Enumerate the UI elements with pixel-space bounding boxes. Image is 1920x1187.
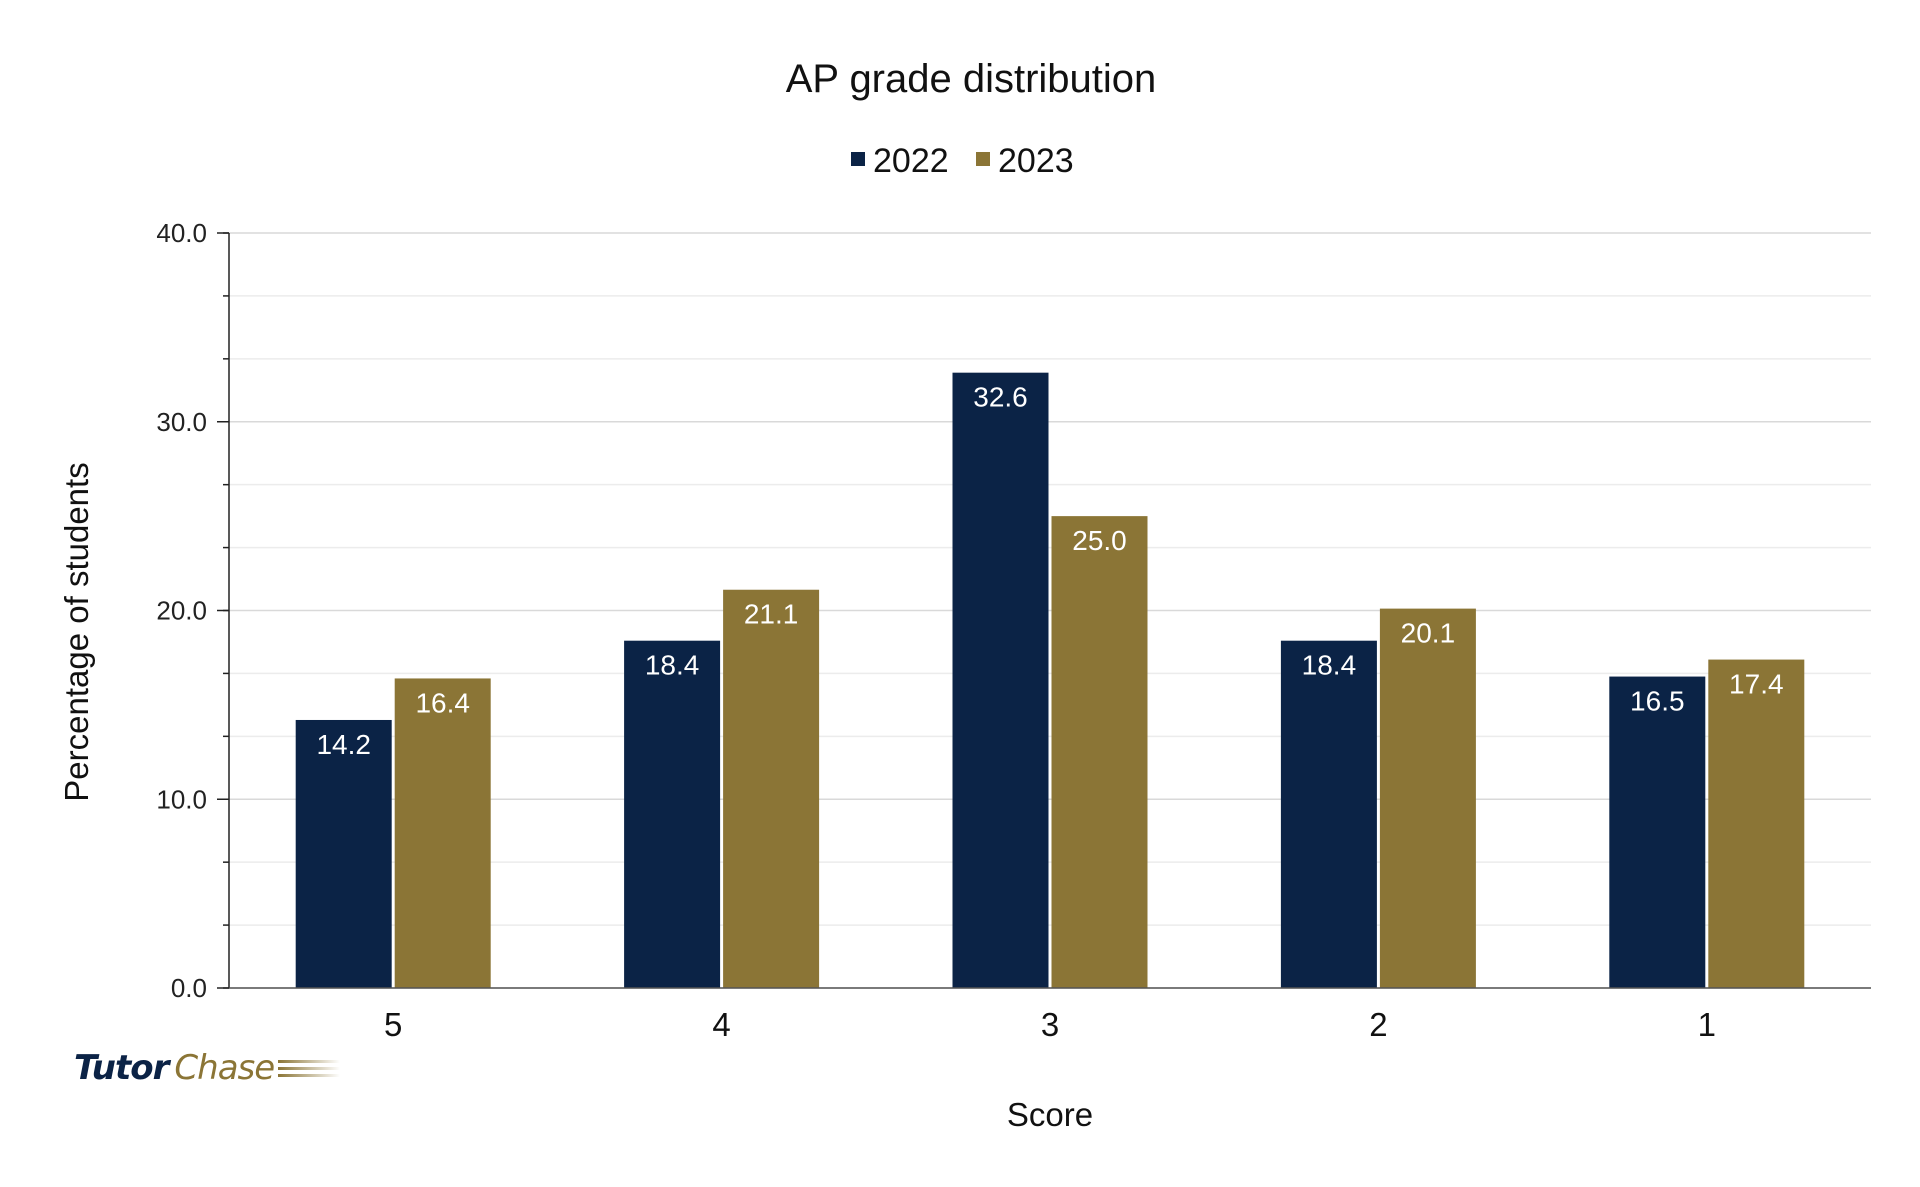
data-label: 18.4 bbox=[1302, 650, 1357, 681]
data-label: 14.2 bbox=[316, 729, 371, 760]
x-tick-label: 4 bbox=[712, 1006, 730, 1043]
logo-text-chase: Chase bbox=[174, 1048, 275, 1088]
legend-label-2022: 2022 bbox=[873, 142, 949, 180]
data-label: 16.4 bbox=[415, 687, 470, 718]
tutorchase-logo: Tutor Chase bbox=[74, 1048, 341, 1088]
bar-2022-3 bbox=[952, 372, 1049, 988]
x-tick-label: 5 bbox=[384, 1006, 402, 1043]
bar-2022-1 bbox=[1609, 676, 1706, 988]
bar-2022-5 bbox=[295, 719, 392, 988]
legend-label-2023: 2023 bbox=[998, 142, 1074, 180]
data-label: 18.4 bbox=[645, 650, 700, 681]
data-label: 16.5 bbox=[1630, 686, 1685, 717]
bar-2023-4 bbox=[723, 589, 820, 988]
y-tick-label: 0.0 bbox=[171, 973, 207, 1003]
data-label: 32.6 bbox=[973, 382, 1028, 413]
legend: 2022 2023 bbox=[851, 142, 1074, 180]
x-tick-label: 2 bbox=[1369, 1006, 1387, 1043]
bar-2023-5 bbox=[394, 678, 491, 988]
bar-2022-2 bbox=[1280, 640, 1377, 988]
bar-2022-4 bbox=[624, 640, 721, 988]
bar-2023-3 bbox=[1051, 516, 1148, 988]
bar-2023-2 bbox=[1379, 608, 1476, 988]
y-tick-label: 30.0 bbox=[156, 407, 207, 437]
data-label: 17.4 bbox=[1729, 669, 1784, 700]
data-label: 21.1 bbox=[744, 599, 799, 630]
legend-swatch-2023 bbox=[976, 152, 990, 166]
y-axis-label: Percentage of students bbox=[58, 462, 95, 801]
x-tick-label: 3 bbox=[1041, 1006, 1059, 1043]
logo-text-tutor: Tutor bbox=[74, 1048, 169, 1088]
chart-title: AP grade distribution bbox=[786, 57, 1157, 101]
x-tick-label: 1 bbox=[1698, 1006, 1716, 1043]
bar-2023-1 bbox=[1708, 659, 1805, 988]
y-tick-label: 20.0 bbox=[156, 596, 207, 626]
y-tick-label: 10.0 bbox=[156, 784, 207, 814]
legend-swatch-2022 bbox=[851, 152, 865, 166]
y-tick-label: 40.0 bbox=[156, 218, 207, 248]
data-label: 20.1 bbox=[1401, 618, 1456, 649]
data-label: 25.0 bbox=[1072, 525, 1127, 556]
logo-speed-lines bbox=[278, 1059, 341, 1077]
x-axis-label: Score bbox=[1007, 1096, 1093, 1133]
